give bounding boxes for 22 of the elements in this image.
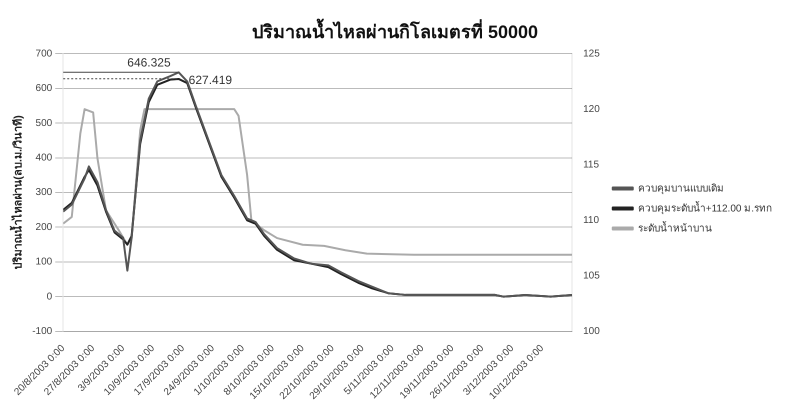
y-tick-label: 600 <box>36 83 53 94</box>
legend-label: ควบคุมบานแบบเดิม <box>638 183 724 194</box>
y2-tick-label: 110 <box>583 215 600 226</box>
legend-label: ระดับน้ำหน้าบาน <box>638 220 712 234</box>
y-tick-label: 100 <box>36 256 53 268</box>
y-tick-label: 300 <box>36 187 53 198</box>
y-tick-label: 200 <box>36 222 53 233</box>
y-tick-label: 500 <box>36 118 53 129</box>
y-tick-label: -100 <box>32 326 53 338</box>
y2-tick-label: 120 <box>583 104 600 115</box>
y2-tick-label: 125 <box>583 48 600 60</box>
legend-label: ควบคุมระดับน้ำ+112.00 ม.รทก <box>638 200 772 214</box>
y-tick-label: 700 <box>36 48 53 60</box>
y-tick-label: 0 <box>46 291 53 302</box>
y2-tick-label: 115 <box>583 159 600 170</box>
annotation: 646.325 <box>127 56 171 70</box>
y2-tick-label: 100 <box>583 326 600 338</box>
y2-tick-label: 105 <box>583 270 600 282</box>
chart-title: ปริมาณน้ำไหลผ่านกิโลเมตรที่ 50000 <box>252 18 538 42</box>
y-tick-label: 400 <box>36 152 53 164</box>
annotation: 627.419 <box>188 73 232 88</box>
y-axis-title: ปริมาณน้ำไหลผ่าน(ลบ.ม./วินาที) <box>10 114 25 270</box>
